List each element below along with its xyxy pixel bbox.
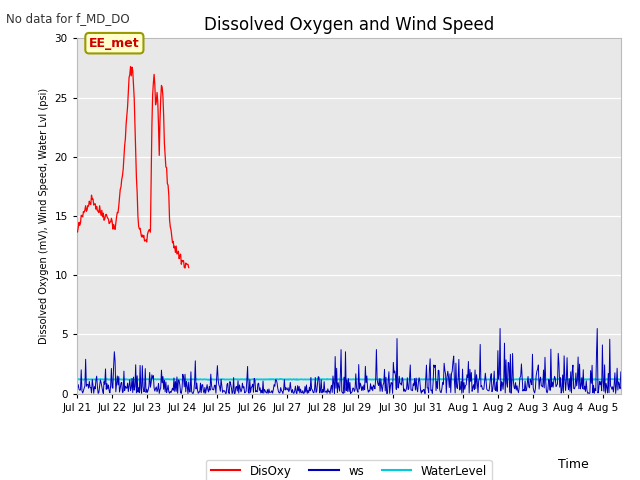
Text: EE_met: EE_met xyxy=(89,36,140,50)
Text: Time: Time xyxy=(558,458,589,471)
Text: No data for f_MD_DO: No data for f_MD_DO xyxy=(6,12,130,25)
Y-axis label: Dissolved Oxygen (mV), Wind Speed, Water Lvl (psi): Dissolved Oxygen (mV), Wind Speed, Water… xyxy=(39,88,49,344)
Legend: DisOxy, ws, WaterLevel: DisOxy, ws, WaterLevel xyxy=(206,460,492,480)
Title: Dissolved Oxygen and Wind Speed: Dissolved Oxygen and Wind Speed xyxy=(204,16,494,34)
